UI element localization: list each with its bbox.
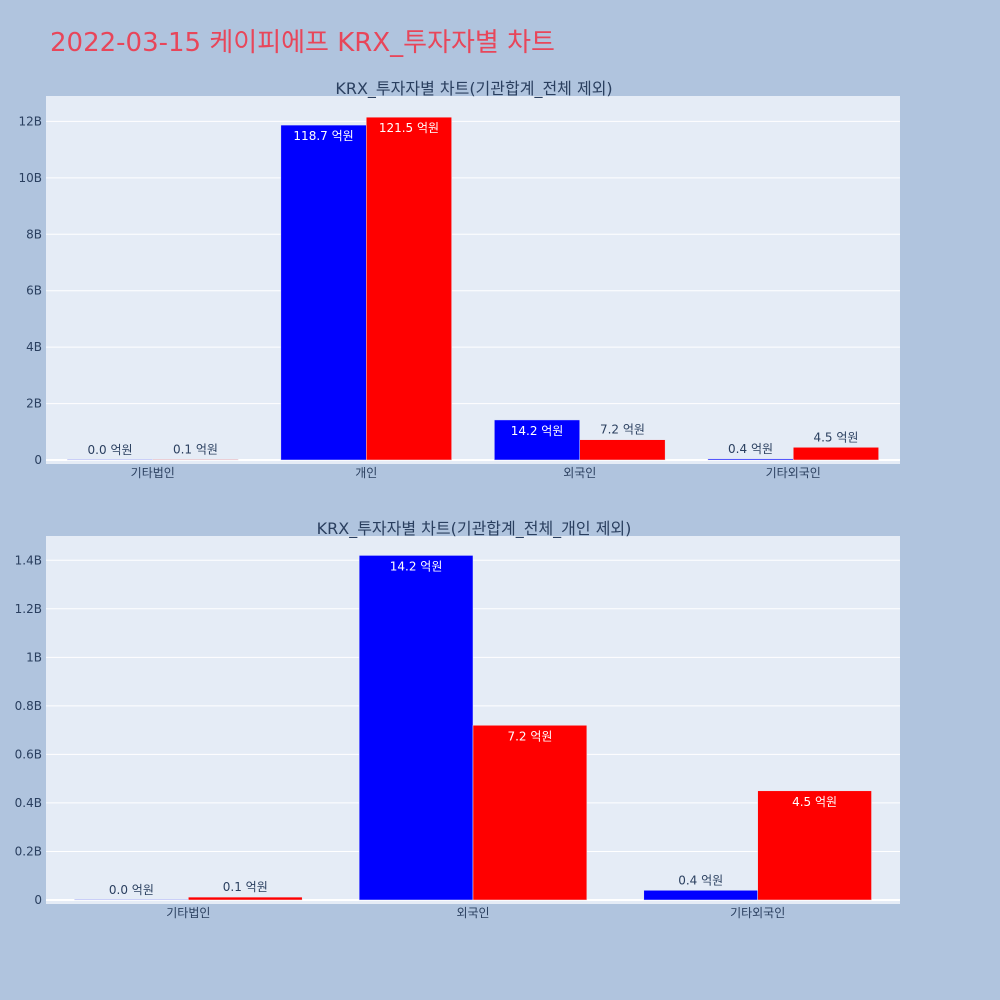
chart-title: KRX_투자자별 차트(기관합계_전체 제외) bbox=[335, 79, 612, 99]
bar-value-label: 118.7 억원 bbox=[293, 129, 353, 143]
bar bbox=[757, 790, 872, 901]
bar bbox=[188, 896, 303, 901]
y-tick-label: 0 bbox=[34, 893, 42, 907]
bar bbox=[152, 459, 239, 461]
bar-value-label: 0.0 억원 bbox=[109, 883, 154, 897]
bar bbox=[793, 447, 879, 461]
y-tick-label: 6B bbox=[26, 284, 42, 298]
x-tick-label: 기타외국인 bbox=[766, 466, 821, 480]
y-tick-label: 2B bbox=[26, 397, 42, 411]
bar bbox=[67, 459, 153, 461]
bar-value-label: 14.2 억원 bbox=[390, 559, 443, 573]
bar-value-label: 0.4 억원 bbox=[678, 873, 723, 887]
x-tick-label: 기타법인 bbox=[131, 466, 175, 480]
bar-value-label: 4.5 억원 bbox=[792, 795, 837, 809]
bar bbox=[707, 458, 794, 461]
y-tick-label: 8B bbox=[26, 227, 42, 241]
x-tick-label: 외국인 bbox=[456, 906, 489, 920]
y-tick-label: 0.8B bbox=[15, 699, 42, 713]
page-title: 2022-03-15 케이피에프 KRX_투자자별 차트 bbox=[50, 28, 555, 58]
x-tick-label: 기타외국인 bbox=[730, 906, 785, 920]
bar-value-label: 4.5 억원 bbox=[813, 430, 858, 444]
chart-title: KRX_투자자별 차트(기관합계_전체_개인 제외) bbox=[317, 519, 632, 539]
y-tick-label: 1B bbox=[26, 650, 42, 664]
chart-excluding-individual: 0 0.2B 0.4B 0.6B 0.8B 1B 1.2B 1.4B KRX_투자자별 차트(기… bbox=[15, 519, 900, 920]
y-tick-label: 0.4B bbox=[15, 796, 42, 810]
x-tick-label: 개인 bbox=[355, 466, 377, 480]
bar-value-label: 0.1 억원 bbox=[173, 443, 218, 457]
bar-value-label: 14.2 억원 bbox=[511, 424, 564, 438]
y-tick-label: 10B bbox=[18, 171, 42, 185]
y-tick-label: 0.2B bbox=[15, 844, 42, 858]
y-tick-label: 0 bbox=[34, 453, 42, 467]
plot-area bbox=[46, 96, 900, 464]
y-tick-label: 1.2B bbox=[15, 602, 42, 616]
bar bbox=[472, 725, 588, 901]
x-tick-label: 기타법인 bbox=[166, 906, 210, 920]
bar bbox=[280, 124, 367, 461]
bar-value-label: 0.1 억원 bbox=[223, 880, 268, 894]
y-tick-label: 1.4B bbox=[15, 553, 42, 567]
bar-value-label: 121.5 억원 bbox=[379, 121, 439, 135]
chart-overall: 0 2B 4B 6B 8B 10B 12B KRX_투자자별 차트(기관합계_전체 제외) 0.… bbox=[18, 79, 900, 480]
bar bbox=[643, 890, 758, 901]
bar bbox=[579, 439, 666, 461]
bar bbox=[366, 116, 452, 461]
y-tick-label: 4B bbox=[26, 340, 42, 354]
bar bbox=[74, 899, 189, 901]
x-tick-label: 외국인 bbox=[563, 466, 596, 480]
y-tick-label: 12B bbox=[18, 114, 42, 128]
y-tick-label: 0.6B bbox=[15, 747, 42, 761]
bar-value-label: 0.0 억원 bbox=[88, 443, 133, 457]
bar-value-label: 7.2 억원 bbox=[507, 729, 552, 743]
bar-value-label: 7.2 억원 bbox=[600, 423, 645, 437]
bar bbox=[358, 555, 474, 901]
bar-value-label: 0.4 억원 bbox=[728, 442, 773, 456]
